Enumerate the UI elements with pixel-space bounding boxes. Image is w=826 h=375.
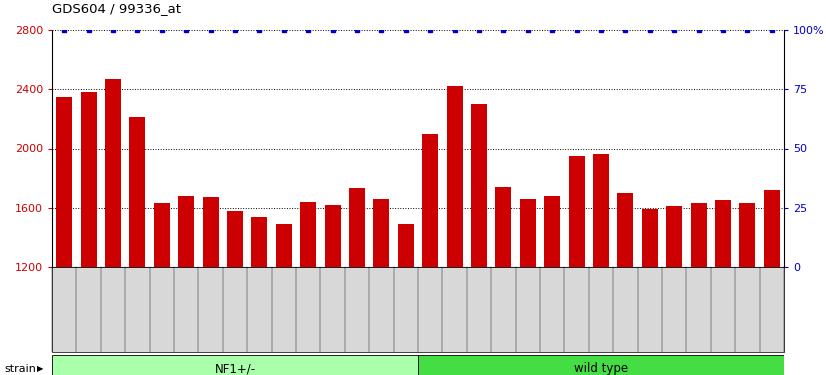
Bar xyxy=(52,355,418,375)
Text: NF1+/-: NF1+/- xyxy=(215,362,255,375)
Bar xyxy=(764,190,780,267)
Bar xyxy=(739,203,755,267)
Bar xyxy=(568,156,585,267)
Text: GDS604 / 99336_at: GDS604 / 99336_at xyxy=(52,2,181,15)
Bar xyxy=(418,355,784,375)
Bar xyxy=(667,206,682,267)
Bar xyxy=(276,224,292,267)
Bar xyxy=(398,224,414,267)
Bar xyxy=(130,117,145,267)
Bar xyxy=(227,211,243,267)
Bar xyxy=(471,104,487,267)
Bar xyxy=(618,193,634,267)
Bar xyxy=(301,202,316,267)
Bar xyxy=(642,209,657,267)
Bar xyxy=(422,134,438,267)
Bar xyxy=(325,205,340,267)
Bar xyxy=(202,197,219,267)
Bar xyxy=(81,92,97,267)
Text: wild type: wild type xyxy=(574,362,628,375)
Bar xyxy=(349,189,365,267)
Text: strain: strain xyxy=(4,363,36,374)
Bar xyxy=(593,154,609,267)
Bar xyxy=(154,203,169,267)
Bar xyxy=(496,187,511,267)
Bar xyxy=(251,217,268,267)
Bar xyxy=(178,196,194,267)
Bar xyxy=(447,86,463,267)
Bar xyxy=(691,203,706,267)
Text: ▶: ▶ xyxy=(37,364,44,373)
Bar xyxy=(715,200,731,267)
Bar xyxy=(520,199,536,267)
Bar xyxy=(373,199,389,267)
Bar xyxy=(544,196,560,267)
Bar xyxy=(105,79,121,267)
Bar xyxy=(56,97,72,267)
